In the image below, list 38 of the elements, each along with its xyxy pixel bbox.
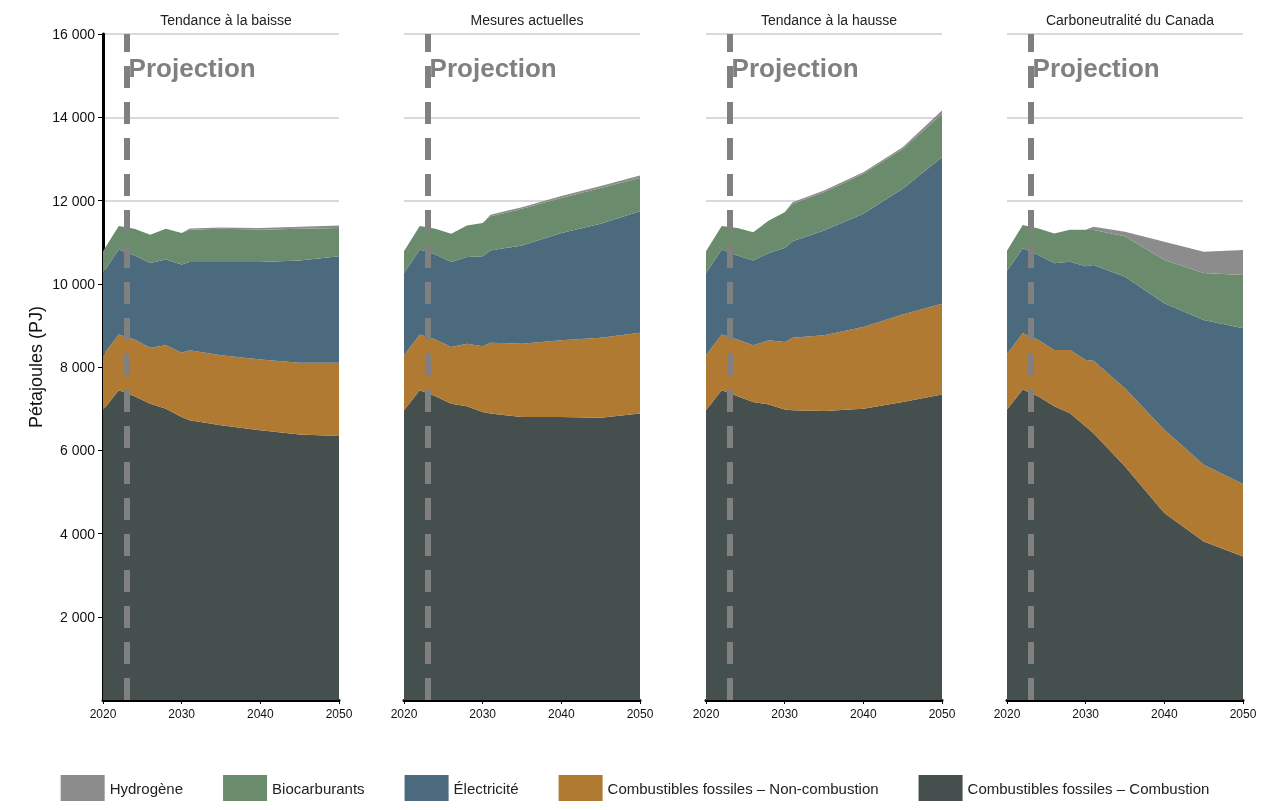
x-tick-label: 2030 [168,707,196,721]
x-tick-label: 2030 [469,707,497,721]
x-tick-label: 2050 [626,707,654,721]
x-tick-label: 2030 [1072,707,1100,721]
legend-label: Combustibles fossiles – Non-combustion [607,779,879,797]
x-tick-label: 2040 [547,707,575,721]
y-tick-label: 12 000 [52,192,96,209]
chart-title: Mesures actuelles [470,12,584,28]
legend-label: Électricité [453,779,519,797]
x-tick-label: 2040 [1150,707,1178,721]
y-tick-label: 4 000 [59,525,96,542]
y-tick-label: 8 000 [59,359,96,375]
ref-line-label: Projection [731,53,859,83]
chart-title: Tendance à la hausse [760,12,898,28]
legend-label: Combustibles fossiles – Combustion [967,779,1210,797]
x-tick-label: 2020 [993,707,1021,721]
legend-label: Biocarburants [272,779,365,797]
x-tick-label: 2020 [390,707,418,721]
x-tick-label: 2040 [246,707,274,721]
y-axis-title: Pétajoules (PJ) [26,305,46,429]
chart-title: Tendance à la baisse [160,12,292,28]
ref-line-label: Projection [429,53,557,83]
chart-title: Carboneutralité du Canada [1045,12,1215,28]
y-tick-label: 2 000 [59,608,96,625]
x-tick-label: 2050 [1229,707,1257,721]
x-tick-label: 2030 [771,707,799,721]
x-tick-label: 2050 [928,707,956,721]
x-tick-label: 2050 [325,707,353,721]
x-tick-label: 2020 [692,707,720,721]
y-tick-label: 10 000 [52,275,96,292]
ref-line-label: Projection [1032,53,1160,83]
x-tick-label: 2020 [89,707,117,721]
y-tick-label: 14 000 [52,109,96,126]
ref-line-label: Projection [128,53,256,83]
x-tick-label: 2040 [849,707,877,721]
y-tick-label: 6 000 [59,442,96,459]
legend-label: Hydrogène [109,779,184,797]
y-tick-label: 16 000 [52,26,96,42]
